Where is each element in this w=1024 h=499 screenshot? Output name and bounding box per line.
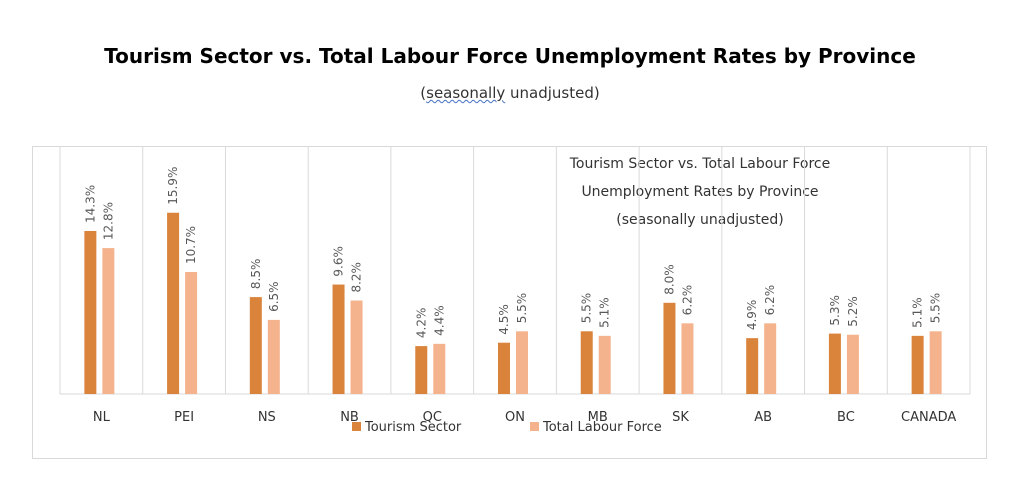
subtitle-open-paren: ( bbox=[420, 84, 427, 102]
x-tick-label: BC bbox=[837, 410, 855, 425]
page-subtitle: (seasonally unadjusted) bbox=[0, 84, 1020, 102]
bar-tourism-qc bbox=[415, 346, 428, 394]
data-label: 5.5% bbox=[515, 293, 529, 324]
page-title: Tourism Sector vs. Total Labour Force Un… bbox=[104, 44, 916, 68]
x-tick-label: AB bbox=[754, 410, 772, 425]
data-label: 6.2% bbox=[763, 285, 777, 316]
x-tick-label: MB bbox=[588, 410, 608, 425]
bar-tourism-mb bbox=[580, 331, 593, 394]
legend-label: Total Labour Force bbox=[542, 420, 662, 435]
bar-labour-bc bbox=[846, 334, 859, 394]
data-label: 12.8% bbox=[101, 202, 115, 240]
bar-tourism-on bbox=[498, 342, 510, 394]
bar-tourism-ab bbox=[746, 338, 759, 394]
data-label: 6.5% bbox=[267, 281, 281, 312]
data-label: 4.5% bbox=[497, 304, 511, 335]
chart-title-line-2: Unemployment Rates by Province bbox=[581, 184, 819, 200]
data-label: 4.9% bbox=[745, 300, 759, 331]
data-label: 5.5% bbox=[929, 293, 943, 324]
data-label: 15.9% bbox=[166, 167, 180, 205]
chart-title-line-3: (seasonally unadjusted) bbox=[616, 212, 784, 228]
subtitle-underlined-word: seasonally bbox=[426, 84, 506, 102]
bar-labour-pei bbox=[185, 272, 198, 394]
data-label: 9.6% bbox=[332, 246, 346, 277]
bar-tourism-ns bbox=[249, 297, 262, 394]
data-label: 4.2% bbox=[414, 308, 428, 339]
data-label: 5.3% bbox=[828, 295, 842, 326]
bar-labour-mb bbox=[598, 335, 611, 394]
bar-labour-canada bbox=[929, 331, 942, 394]
data-label: 4.4% bbox=[432, 305, 446, 336]
data-label: 6.2% bbox=[680, 285, 694, 316]
bar-tourism-nb bbox=[332, 284, 345, 394]
bar-tourism-nl bbox=[84, 230, 97, 394]
data-label: 10.7% bbox=[184, 226, 198, 264]
x-tick-label: QC bbox=[423, 410, 442, 425]
data-label: 5.1% bbox=[598, 297, 612, 328]
data-label: 8.2% bbox=[350, 262, 364, 293]
data-label: 14.3% bbox=[83, 185, 97, 223]
x-tick-label: NL bbox=[93, 410, 111, 425]
bar-tourism-pei bbox=[167, 212, 180, 394]
bar-tourism-bc bbox=[828, 333, 841, 394]
chart-frame bbox=[32, 146, 987, 459]
legend-swatch bbox=[530, 422, 539, 431]
legend-label: Tourism Sector bbox=[364, 420, 462, 435]
bar-labour-nl bbox=[102, 248, 115, 394]
subtitle-rest: unadjusted) bbox=[505, 84, 600, 102]
bar-labour-ns bbox=[267, 319, 280, 394]
bar-labour-qc bbox=[433, 343, 446, 394]
bar-tourism-canada bbox=[911, 335, 924, 394]
x-tick-label: SK bbox=[672, 410, 689, 425]
data-label: 8.0% bbox=[662, 264, 676, 295]
data-label: 5.5% bbox=[580, 293, 594, 324]
bar-labour-sk bbox=[681, 323, 694, 394]
data-label: 5.2% bbox=[846, 296, 860, 327]
x-tick-label: NS bbox=[258, 410, 276, 425]
x-tick-label: PEI bbox=[174, 410, 194, 425]
data-label: 5.1% bbox=[911, 297, 925, 328]
x-tick-label: ON bbox=[505, 410, 525, 425]
legend-swatch bbox=[352, 422, 361, 431]
x-tick-label: CANADA bbox=[901, 410, 956, 425]
data-label: 8.5% bbox=[249, 259, 263, 290]
bar-labour-nb bbox=[350, 300, 363, 394]
bar-labour-on bbox=[516, 331, 528, 394]
bar-labour-ab bbox=[764, 323, 777, 394]
bar-tourism-sk bbox=[663, 302, 676, 394]
x-tick-label: NB bbox=[340, 410, 359, 425]
chart-title-line-1: Tourism Sector vs. Total Labour Force bbox=[569, 156, 831, 172]
